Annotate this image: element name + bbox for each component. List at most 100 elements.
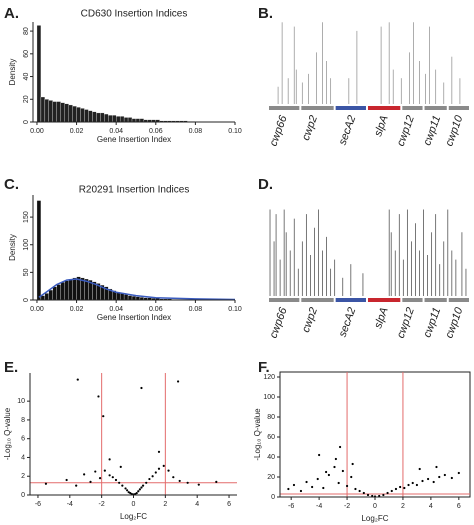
point — [318, 453, 321, 457]
y-tick-label: 0 — [271, 494, 275, 501]
gene-segment — [448, 106, 469, 110]
x-tick-label: 0.08 — [189, 128, 203, 135]
point — [151, 475, 154, 478]
point — [338, 445, 342, 449]
gene-label: cwp10 — [443, 305, 465, 340]
point — [119, 465, 122, 468]
bar — [44, 293, 49, 301]
gene-label: cwp10 — [443, 113, 465, 148]
point — [435, 465, 438, 469]
gene-segment — [402, 106, 423, 110]
y-tick-label: 50 — [23, 268, 30, 276]
x-tick-label: 0.10 — [228, 128, 242, 135]
point — [386, 491, 389, 495]
y-tick-label: 2 — [21, 473, 25, 480]
x-tick-label: 0.06 — [149, 128, 163, 135]
gene-segment — [424, 298, 447, 302]
point — [140, 386, 143, 390]
y-tick-label: 80 — [267, 414, 275, 421]
point — [140, 486, 143, 489]
point — [94, 470, 97, 473]
y-tick-label: 40 — [267, 454, 275, 461]
point — [421, 479, 424, 483]
bar — [112, 115, 117, 123]
point — [382, 493, 385, 497]
y-tick-label: 4 — [21, 454, 25, 461]
point — [44, 482, 48, 485]
bar — [48, 100, 53, 123]
bar — [131, 295, 137, 301]
bar — [116, 116, 121, 123]
x-tick-label: 4 — [195, 501, 199, 508]
gene-label: cwp66 — [268, 113, 290, 148]
y-tick-label: 20 — [267, 474, 275, 481]
gene-label: cwp11 — [421, 306, 443, 339]
bar — [131, 118, 137, 123]
bar — [88, 110, 93, 123]
gene-segment — [269, 106, 300, 110]
x-tick-label: 0.00 — [30, 306, 44, 313]
point — [102, 415, 105, 418]
x-tick-label: 6 — [457, 503, 461, 510]
gene-label: slpA — [372, 114, 391, 138]
gene-label: secA2 — [337, 114, 359, 147]
point — [354, 487, 357, 491]
bar — [127, 295, 133, 301]
panel-label: E. — [4, 359, 18, 376]
frame — [279, 371, 471, 498]
bar — [119, 293, 125, 301]
point — [111, 476, 114, 479]
gene-segment — [367, 298, 401, 302]
panel-label: D. — [258, 176, 273, 193]
bar — [52, 101, 57, 123]
gene-label: cwp66 — [268, 305, 290, 340]
y-tick-label: 80 — [23, 27, 30, 35]
x-tick-label: 0.00 — [30, 128, 44, 135]
y-tick-label: 6 — [21, 436, 25, 443]
y-tick-label: 0 — [21, 492, 25, 499]
point — [443, 473, 446, 477]
y-tick-label: 8 — [21, 417, 25, 424]
point — [418, 467, 421, 471]
x-tick-label: 0.02 — [70, 128, 84, 135]
x-tick-label: 0.06 — [149, 306, 163, 313]
x-tick-label: 2 — [163, 501, 167, 508]
bar — [76, 107, 81, 123]
point — [399, 485, 402, 489]
point — [407, 483, 410, 487]
point — [432, 480, 435, 484]
point — [292, 483, 296, 487]
gene-label: cwp12 — [395, 306, 417, 340]
point — [76, 378, 79, 381]
point — [337, 481, 340, 485]
x-tick-label: -4 — [67, 501, 73, 508]
point — [114, 478, 118, 482]
y-tick-label: 40 — [23, 73, 30, 81]
bar — [52, 286, 57, 301]
point — [450, 476, 453, 480]
x-axis-label: Log₂FC — [120, 512, 147, 521]
bar — [127, 117, 133, 123]
point — [299, 489, 303, 493]
point — [103, 469, 106, 472]
point — [362, 491, 365, 495]
y-tick-label: 60 — [23, 50, 30, 58]
panel-label: F. — [258, 359, 270, 376]
gene-label: secA2 — [337, 306, 359, 339]
point — [358, 489, 361, 493]
bar — [100, 112, 105, 123]
point — [415, 483, 419, 487]
bar — [119, 116, 125, 123]
bar — [56, 284, 61, 301]
y-axis-label: Density — [8, 59, 17, 86]
point — [403, 486, 406, 490]
point — [350, 475, 353, 479]
point — [97, 395, 100, 398]
bar — [56, 101, 61, 123]
x-tick-label: -6 — [288, 503, 294, 510]
point — [75, 484, 78, 487]
point — [124, 487, 127, 490]
point — [154, 471, 157, 474]
point — [316, 477, 319, 481]
